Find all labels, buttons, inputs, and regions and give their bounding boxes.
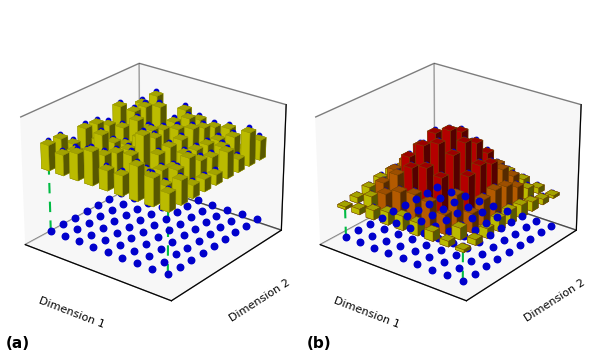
Text: (a): (a) bbox=[6, 336, 30, 350]
X-axis label: Dimension 1: Dimension 1 bbox=[37, 295, 105, 329]
Y-axis label: Dimension 2: Dimension 2 bbox=[523, 278, 586, 324]
Text: (b): (b) bbox=[307, 336, 332, 350]
Y-axis label: Dimension 2: Dimension 2 bbox=[228, 278, 291, 324]
X-axis label: Dimension 1: Dimension 1 bbox=[332, 295, 400, 329]
